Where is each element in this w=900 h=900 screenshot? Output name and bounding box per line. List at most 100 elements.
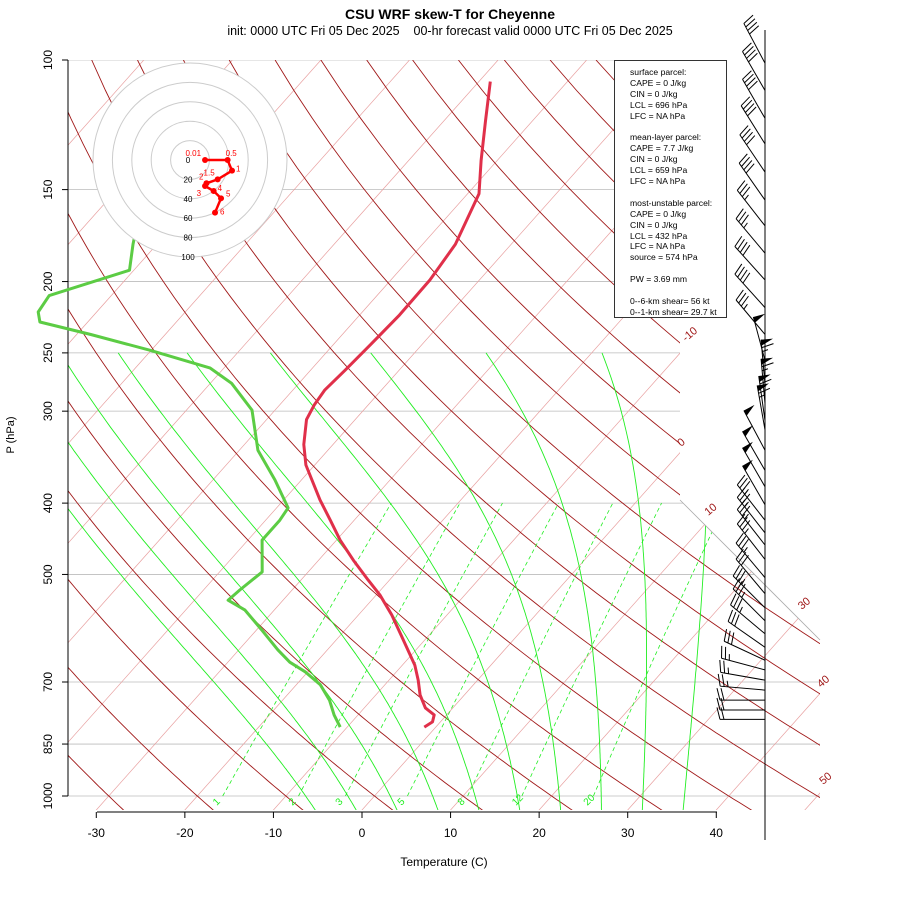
isotherm-label: 10: [702, 501, 719, 518]
hodograph-ring-label: 100: [181, 253, 195, 262]
barb-feather: [739, 477, 748, 489]
barb-feather: [741, 520, 751, 531]
hodograph-ring-label: 0: [186, 156, 191, 165]
wind-barb: [727, 609, 766, 648]
wind-barb: [734, 263, 766, 308]
wind-barb: [730, 593, 766, 635]
dry-adiabat-line: [137, 60, 820, 810]
y-tick-label: 100: [41, 50, 55, 70]
hodograph-point: [212, 209, 219, 216]
barb-feather: [745, 18, 756, 28]
wind-barb: [736, 513, 766, 560]
traces: [36, 81, 492, 729]
barb-pennant: [742, 425, 753, 437]
barb-feather: [738, 583, 746, 595]
hodograph-ring-label: 40: [184, 195, 193, 204]
dry-adiabat-line: [68, 60, 216, 810]
wind-barb: [716, 697, 765, 711]
dry-adiabat-line: [274, 60, 820, 810]
barb-feather: [742, 70, 752, 80]
isotherm-line: [68, 60, 499, 810]
moist-adiabat-line: [370, 352, 562, 810]
moist-adiabat-line: [601, 352, 647, 810]
most-unstable-cape: CAPE = 0 J/kg: [630, 208, 687, 219]
barb-feather: [736, 474, 746, 486]
dry-adiabat-line: [871, 60, 900, 812]
barb-feather: [741, 505, 751, 517]
isotherm-line: [68, 60, 410, 810]
hodograph-point-label: 0.01: [185, 149, 201, 158]
y-tick-label: 200: [41, 271, 55, 291]
moist-adiabat-line: [485, 352, 602, 810]
barb-feather: [739, 125, 749, 136]
barb-feather: [744, 46, 754, 56]
dry-adiabat-line: [68, 60, 755, 810]
barb-feather: [740, 538, 749, 550]
barb-feather: [745, 163, 755, 174]
barb-feather: [720, 688, 725, 701]
barb-feather: [743, 131, 753, 142]
barb-pennant: [743, 404, 755, 416]
barb-feather: [748, 80, 758, 91]
temperature-trace: [302, 81, 492, 729]
barb-feather: [746, 135, 756, 146]
hodograph-point: [210, 188, 217, 195]
mean-layer-lcl: LCL = 659 hPa: [630, 165, 688, 176]
barb-pennant: [761, 357, 774, 365]
barb-feather: [741, 156, 750, 167]
barb-feather: [717, 673, 721, 687]
dry-adiabat-line: [68, 60, 395, 810]
wind-barb: [719, 659, 766, 681]
barb-feather: [749, 25, 760, 35]
barb-feather: [730, 632, 735, 645]
barb-feather: [736, 180, 746, 191]
surface-cape: CAPE = 0 J/kg: [630, 77, 687, 88]
moist-adiabat-line: [186, 352, 480, 810]
mixing-ratio-label: 3: [334, 796, 346, 808]
x-tick-label: -20: [176, 826, 194, 840]
axes: 1 2 3 5 8 12 20-100103040501001502002503004005…: [41, 50, 834, 840]
barb-feather: [733, 596, 740, 608]
hodograph-ring-label: 60: [184, 214, 193, 223]
barb-feather: [739, 269, 748, 281]
barb-half-feather: [726, 680, 729, 687]
barb-feather: [739, 183, 748, 194]
barb-feather: [746, 77, 756, 87]
barb-half-feather: [739, 606, 743, 613]
wind-barb: [752, 313, 766, 361]
hodograph-ring: [92, 62, 288, 258]
hodograph-point: [224, 157, 231, 163]
barb-feather: [723, 660, 726, 674]
barb-feather: [727, 630, 731, 644]
most-unstable-source: source = 574 hPa: [630, 252, 698, 263]
moist-adiabat-line: [68, 352, 358, 810]
barb-feather: [735, 532, 744, 544]
barb-feather: [736, 513, 746, 525]
barb-feather: [746, 49, 756, 59]
moist-adiabat-line: [682, 352, 708, 810]
wind-barb: [732, 565, 766, 609]
hodograph-point-label: 3: [197, 189, 202, 198]
barb-feather: [735, 548, 744, 560]
moist-adiabat-line: [68, 352, 317, 810]
barb-shaft: [735, 218, 766, 254]
wind-barb: [721, 645, 766, 671]
plot-boundary-line: [679, 499, 821, 641]
y-tick-label: 150: [41, 179, 55, 199]
barb-feather: [716, 697, 721, 711]
barb-feather: [716, 707, 721, 720]
most-unstable-header: most-unstable parcel:: [630, 197, 713, 208]
barb-shaft: [742, 447, 766, 487]
wind-barb: [735, 208, 766, 254]
x-tick-label: -10: [265, 826, 283, 840]
barb-feather: [742, 99, 753, 110]
barb-feather: [740, 214, 749, 226]
dry-adiabat-line: [228, 60, 820, 810]
barb-feather: [736, 487, 746, 498]
barb-shaft: [720, 685, 766, 691]
hodograph-background: [93, 63, 287, 257]
x-axis-label: Temperature (C): [400, 855, 487, 869]
barb-feather: [720, 697, 725, 711]
mixing-ratio-label: 12: [510, 792, 526, 808]
barb-half-feather: [743, 547, 748, 553]
